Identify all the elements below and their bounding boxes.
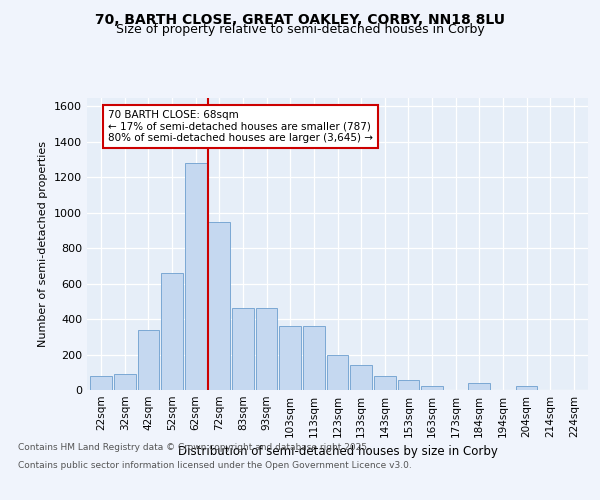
Bar bbox=[374, 376, 395, 390]
Bar bbox=[398, 380, 419, 390]
Bar bbox=[161, 273, 183, 390]
Bar bbox=[91, 376, 112, 390]
Bar bbox=[137, 330, 160, 390]
Text: Contains public sector information licensed under the Open Government Licence v3: Contains public sector information licen… bbox=[18, 461, 412, 470]
Bar bbox=[232, 308, 254, 390]
Bar bbox=[326, 356, 349, 390]
Text: Size of property relative to semi-detached houses in Corby: Size of property relative to semi-detach… bbox=[116, 24, 484, 36]
Bar bbox=[515, 386, 538, 390]
Text: 70 BARTH CLOSE: 68sqm
← 17% of semi-detached houses are smaller (787)
80% of sem: 70 BARTH CLOSE: 68sqm ← 17% of semi-deta… bbox=[108, 110, 373, 143]
Text: 70, BARTH CLOSE, GREAT OAKLEY, CORBY, NN18 8LU: 70, BARTH CLOSE, GREAT OAKLEY, CORBY, NN… bbox=[95, 12, 505, 26]
X-axis label: Distribution of semi-detached houses by size in Corby: Distribution of semi-detached houses by … bbox=[178, 446, 497, 458]
Bar bbox=[256, 308, 277, 390]
Bar bbox=[280, 326, 301, 390]
Bar bbox=[421, 386, 443, 390]
Bar bbox=[350, 365, 372, 390]
Text: Contains HM Land Registry data © Crown copyright and database right 2025.: Contains HM Land Registry data © Crown c… bbox=[18, 442, 370, 452]
Bar bbox=[185, 163, 206, 390]
Bar bbox=[469, 383, 490, 390]
Bar bbox=[114, 374, 136, 390]
Bar bbox=[303, 326, 325, 390]
Bar bbox=[208, 222, 230, 390]
Y-axis label: Number of semi-detached properties: Number of semi-detached properties bbox=[38, 141, 49, 347]
